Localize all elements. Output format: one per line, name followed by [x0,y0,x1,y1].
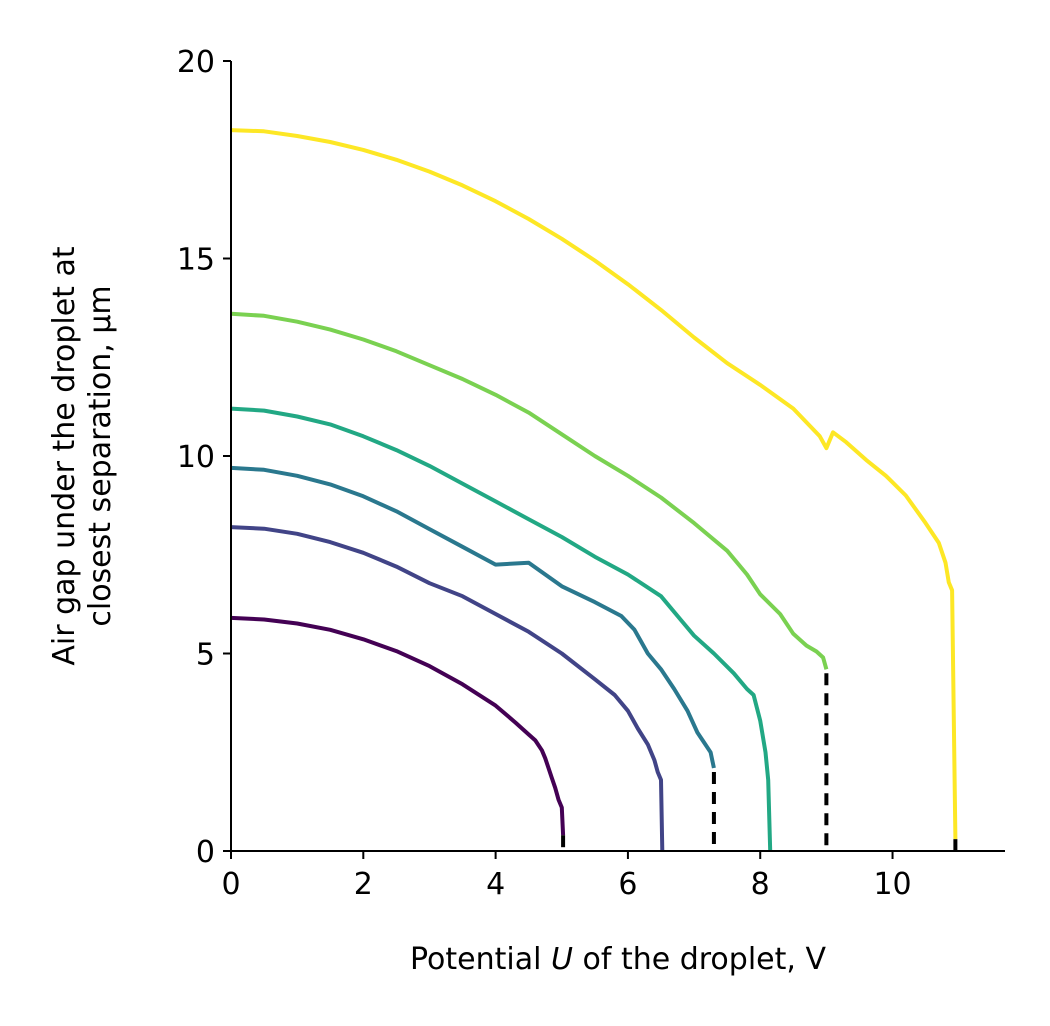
series-line-6 [230,128,958,840]
x-tick-label: 8 [751,867,770,902]
x-axis-label: Potential U of the droplet, V [410,942,826,977]
y-tick-label: 15 [177,243,215,278]
x-tick-label: 4 [486,867,505,902]
series-line-2 [230,525,665,852]
y-tick-label: 0 [196,835,215,870]
y-tick-label: 5 [196,638,215,673]
y-ticks: 0 5 10 15 20 [177,45,231,870]
x-ticks: 0 2 4 6 8 10 [221,851,912,902]
series-line-5 [230,311,829,670]
y-tick-label: 20 [177,45,215,80]
y-axis-label-line-1: Air gap under the droplet at [47,246,82,665]
x-tick-label: 0 [221,867,240,902]
x-axis-label-part-2: of the droplet, V [573,942,827,977]
series-line-4 [230,406,773,852]
cutoff-layer [561,673,958,851]
x-tick-label: 6 [618,867,637,902]
x-tick-label: 10 [873,867,911,902]
x-axis-label-variable: U [551,942,573,977]
y-axis-label-line-2: closest separation, μm [83,285,118,626]
series-line-3 [230,465,716,769]
series-line-1 [230,615,566,836]
x-axis-label-part-1: Potential [410,942,551,977]
y-tick-label: 10 [177,440,215,475]
x-tick-label: 2 [354,867,373,902]
series-layer [230,128,958,852]
